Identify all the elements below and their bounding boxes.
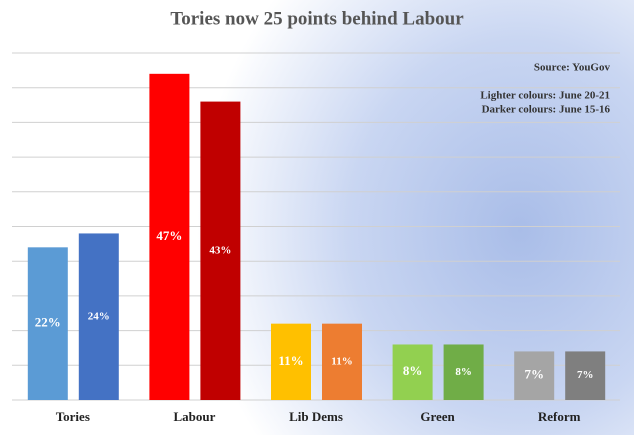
value-label: 11%: [331, 355, 352, 367]
annotation: Source: YouGov: [534, 62, 611, 74]
bar: [149, 73, 190, 400]
value-label: 8%: [403, 363, 423, 378]
x-tick-label: Tories: [56, 409, 90, 424]
bar: [271, 323, 311, 400]
bar: [78, 233, 119, 400]
chart-title: Tories now 25 points behind Labour: [170, 8, 464, 29]
bar: [392, 344, 433, 400]
value-label: 8%: [455, 366, 472, 378]
bar: [443, 344, 484, 400]
bar: [514, 351, 555, 400]
value-label: 7%: [524, 367, 544, 382]
value-label: 24%: [88, 310, 110, 322]
value-label: 11%: [278, 353, 303, 368]
value-label: 7%: [577, 369, 594, 381]
bar: [200, 101, 241, 400]
x-tick-label: Green: [420, 409, 455, 424]
bar: [322, 323, 362, 400]
x-tick-label: Lib Dems: [289, 409, 343, 424]
value-label: 22%: [35, 315, 61, 330]
x-tick-label: Reform: [538, 409, 581, 424]
bar: [27, 247, 68, 400]
annotation: Darker colours: June 15-16: [482, 104, 611, 116]
value-label: 47%: [156, 228, 182, 243]
value-label: 43%: [209, 244, 231, 256]
annotation: Lighter colours: June 20-21: [480, 90, 610, 102]
x-tick-label: Labour: [173, 409, 215, 424]
bar: [565, 351, 606, 400]
